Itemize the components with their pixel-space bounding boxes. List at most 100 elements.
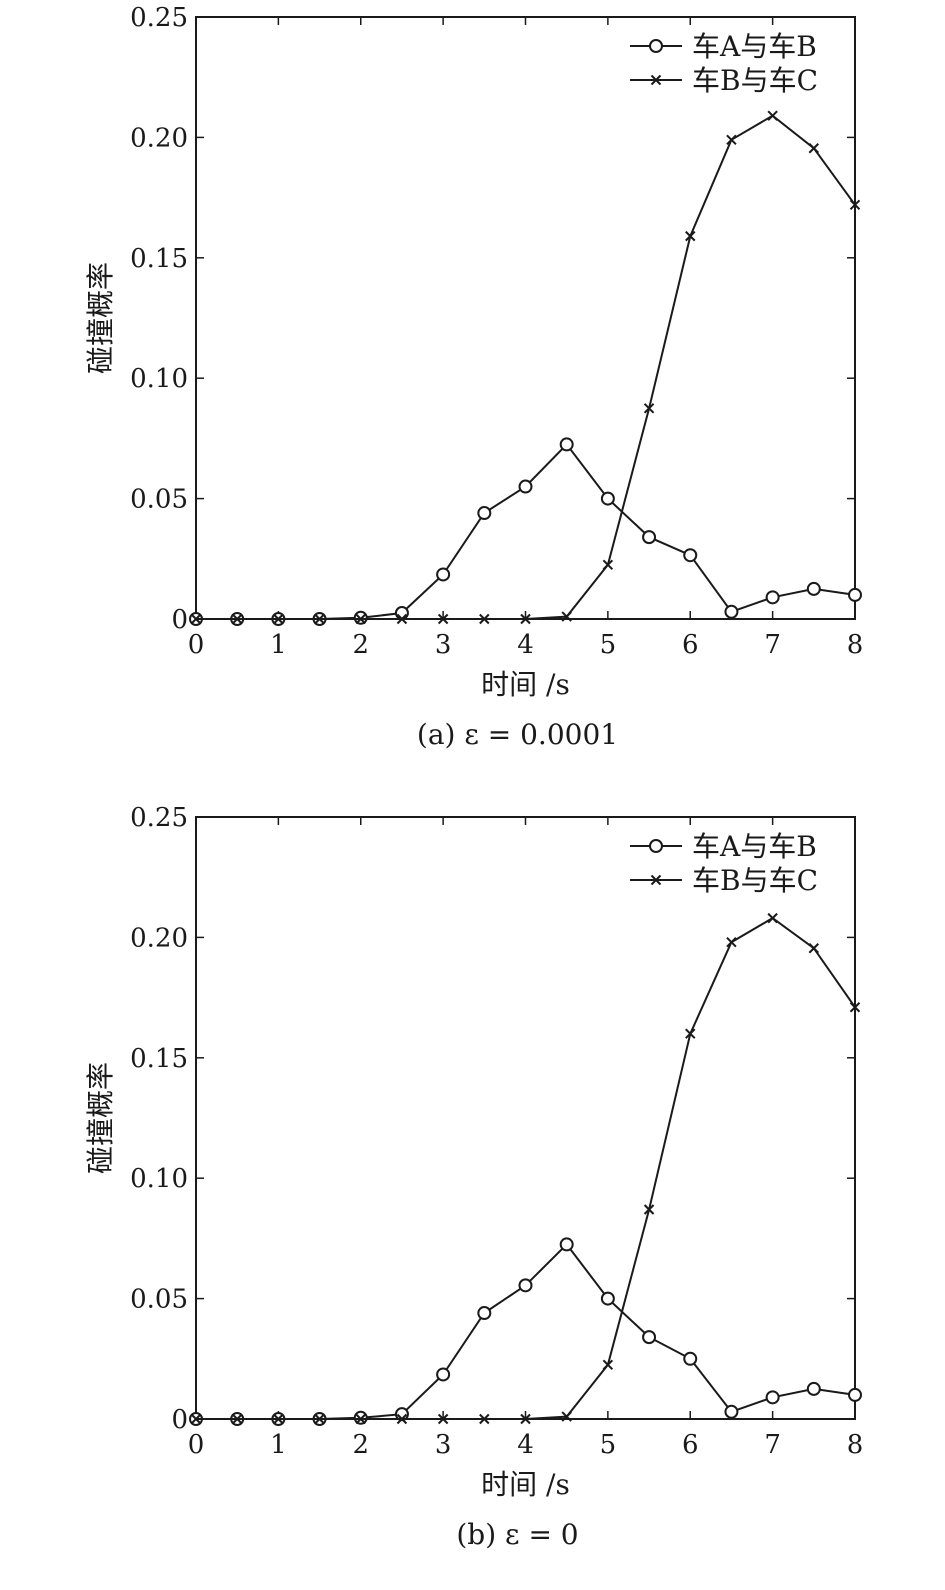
data-point-x [479, 1413, 490, 1425]
x-tick-label: 0 [188, 630, 205, 660]
data-point-circle [518, 1278, 533, 1293]
data-point-circle [436, 567, 451, 582]
data-point-circle [642, 1330, 657, 1345]
x-tick-label: 2 [352, 1430, 369, 1460]
data-point-circle [683, 1351, 698, 1366]
plot-frame [195, 816, 856, 1420]
x-tick-label: 8 [847, 1430, 864, 1460]
chart-a: 0 1 2 3 4 5 6 7 8 0 0.05 0.10 0.15 0.20 0.25 时间 /s 碰撞概率 (… [84, 3, 864, 751]
x-tick-label: 1 [270, 1430, 287, 1460]
legend-marker-x [650, 74, 662, 86]
data-point-x [643, 1204, 655, 1215]
y-tick-label: 0 [171, 1405, 188, 1435]
data-point-x [849, 1002, 861, 1013]
data-point-x [602, 559, 614, 571]
figure-b: 0 1 2 3 4 5 6 7 8 0 0.05 0.10 0.15 0.20 0.25 时间 /s 碰撞概率 (… [0, 800, 945, 1590]
x-tick-label: 5 [600, 1430, 617, 1460]
x-tick-label: 4 [517, 1430, 534, 1460]
legend-label: 车B与车C [692, 864, 818, 897]
legend-entry-2: 车B与车C [630, 864, 818, 897]
x-axis-label: 时间 /s [481, 668, 570, 701]
series-line-2 [196, 916, 856, 1420]
data-point-x [437, 1413, 449, 1425]
data-point-circle [683, 548, 698, 563]
data-point-x [355, 1413, 366, 1425]
legend-label: 车A与车B [692, 830, 817, 863]
data-point-x [520, 1413, 531, 1425]
y-axis-label: 碰撞概率 [84, 262, 117, 374]
data-point-circle [765, 1390, 780, 1405]
legend-entry-1: 车A与车B [630, 830, 817, 863]
y-tick-label: 0.10 [130, 1164, 188, 1194]
y-tick-label: 0.10 [130, 364, 188, 394]
data-point-x [396, 1413, 408, 1425]
data-point-circle [559, 1237, 574, 1252]
x-tick-label: 6 [682, 630, 699, 660]
chart-b: 0 1 2 3 4 5 6 7 8 0 0.05 0.10 0.15 0.20 0.25 时间 /s 碰撞概率 (… [84, 803, 864, 1551]
y-axis-label: 碰撞概率 [84, 1062, 117, 1174]
data-point-circle [477, 506, 492, 521]
data-point-x [767, 110, 778, 121]
data-point-x [726, 134, 737, 146]
x-tick-label: 7 [764, 630, 781, 660]
data-point-x [190, 1413, 202, 1425]
data-point-x [437, 613, 449, 625]
x-tick-label: 3 [435, 630, 452, 660]
x-tick-label: 2 [352, 630, 369, 660]
y-tick-label: 0.15 [130, 244, 188, 274]
data-point-circle [600, 491, 615, 506]
plot-frame [195, 16, 856, 620]
y-tick-label: 0.25 [130, 803, 188, 833]
y-tick-label: 0.05 [130, 1285, 188, 1315]
y-tick-label: 0.20 [130, 123, 188, 153]
data-point-x [520, 613, 531, 625]
data-point-circle [848, 1387, 862, 1402]
x-axis-label: 时间 /s [481, 1468, 570, 1501]
series-line-1 [196, 442, 856, 620]
data-point-circle [724, 1404, 739, 1419]
x-tick-label: 8 [847, 630, 864, 660]
data-point-x [767, 912, 778, 924]
data-point-x [808, 943, 820, 954]
x-tick-label: 1 [270, 630, 287, 660]
x-tick-label: 6 [682, 1430, 699, 1460]
data-point-x [561, 1411, 572, 1422]
y-tick-label: 0.25 [130, 3, 188, 33]
data-point-x [314, 1413, 325, 1425]
data-point-x [808, 143, 820, 154]
data-point-x [231, 1413, 243, 1425]
data-point-circle [518, 479, 533, 494]
y-tick-label: 0.05 [130, 485, 188, 515]
y-tick-label: 0.20 [130, 923, 188, 953]
data-point-x [314, 613, 325, 625]
legend-label: 车B与车C [692, 64, 818, 97]
data-point-circle [477, 1306, 492, 1321]
series-line-2 [196, 114, 856, 620]
legend-entry-2: 车B与车C [630, 64, 818, 97]
data-point-circle [600, 1291, 615, 1306]
data-point-x [273, 1413, 284, 1425]
data-point-circle [848, 587, 862, 602]
data-point-x [685, 230, 696, 242]
data-point-circle [559, 437, 574, 452]
data-point-circle [806, 581, 821, 596]
data-point-x [273, 613, 284, 625]
y-tick-label: 0 [171, 605, 188, 635]
data-point-x [479, 613, 490, 625]
legend-marker-circle [649, 839, 663, 853]
data-point-circle [724, 604, 739, 619]
data-point-x [231, 613, 243, 625]
series-line-1 [196, 1242, 856, 1420]
data-point-circle [642, 530, 657, 545]
legend-marker-circle [649, 39, 663, 53]
data-point-circle [436, 1367, 451, 1382]
data-point-x [355, 613, 366, 625]
x-tick-label: 3 [435, 1430, 452, 1460]
data-point-circle [806, 1381, 821, 1396]
figure-caption: (a) ε = 0.0001 [417, 718, 618, 751]
x-tick-label: 7 [764, 1430, 781, 1460]
data-point-x [726, 937, 737, 948]
data-point-circle [394, 605, 409, 620]
x-tick-label: 5 [600, 630, 617, 660]
x-tick-label: 0 [188, 1430, 205, 1460]
